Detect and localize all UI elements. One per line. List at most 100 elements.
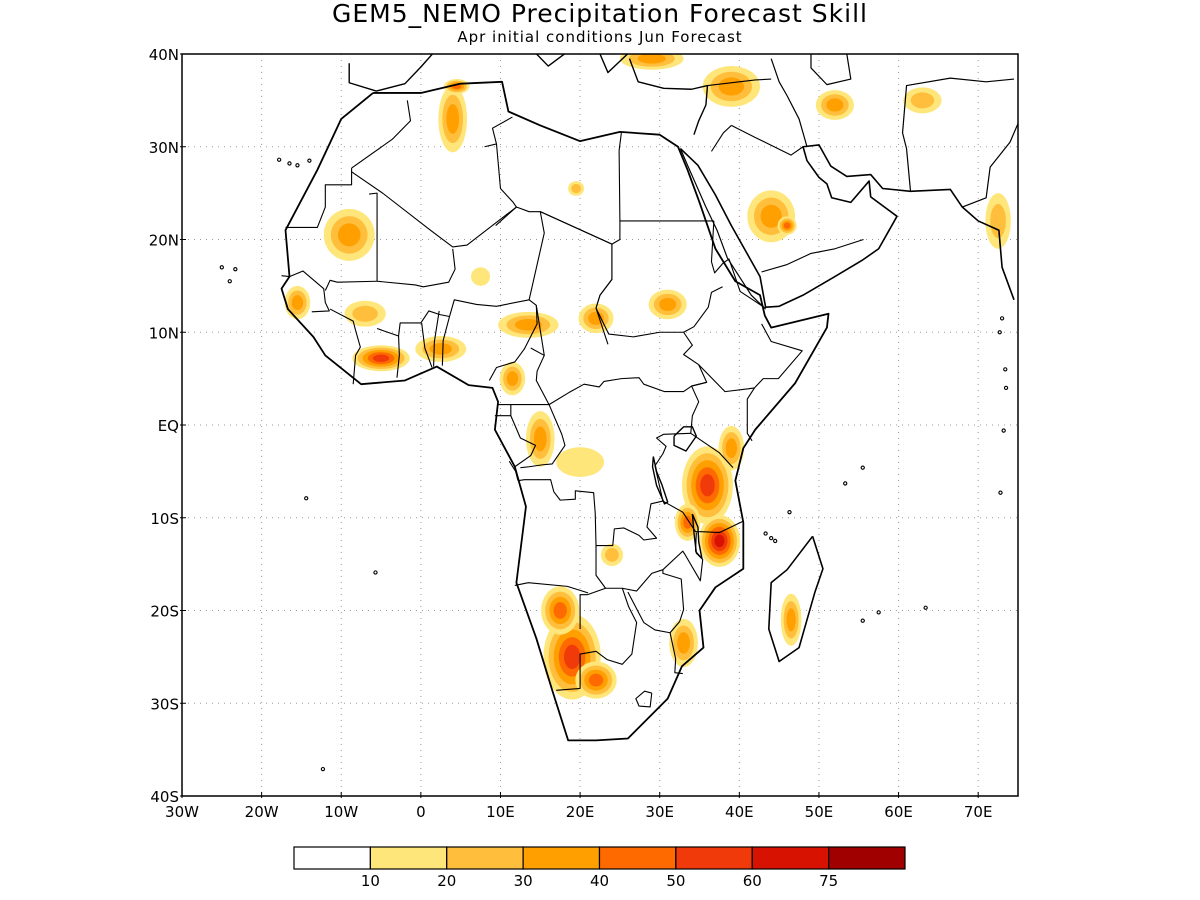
island-outline bbox=[773, 538, 778, 544]
country-border bbox=[508, 460, 519, 481]
island-outline bbox=[1003, 385, 1009, 391]
latitude-tick-label: EQ bbox=[158, 417, 179, 435]
country-border bbox=[281, 270, 330, 313]
skill-region-iran bbox=[826, 98, 844, 112]
colorbar-swatch bbox=[751, 846, 830, 870]
levant-coastline bbox=[628, 58, 709, 135]
island-outline bbox=[860, 618, 865, 623]
latitude-tick-label: 30N bbox=[149, 139, 179, 157]
country-border bbox=[351, 100, 412, 169]
skill-region-namibia bbox=[563, 644, 581, 670]
colorbar-swatch bbox=[446, 846, 524, 870]
country-border bbox=[517, 479, 597, 546]
country-border bbox=[433, 310, 440, 367]
island-outline bbox=[1001, 428, 1006, 433]
country-border bbox=[683, 286, 723, 333]
country-border bbox=[324, 279, 378, 291]
country-border bbox=[510, 415, 537, 468]
latitude-tick-label: 40S bbox=[150, 788, 179, 806]
lake-tanganyika bbox=[651, 456, 669, 505]
skill-shading bbox=[284, 54, 1011, 700]
skill-region-south-africa-nw bbox=[588, 673, 604, 687]
colorbar-label: 20 bbox=[437, 872, 456, 890]
island-outline bbox=[787, 510, 792, 515]
skill-region-congo-west bbox=[533, 426, 547, 452]
island-outline bbox=[1003, 367, 1008, 372]
latitude-tick-label: 20S bbox=[150, 603, 179, 621]
country-border bbox=[595, 500, 704, 592]
caspian-coastline bbox=[810, 54, 852, 86]
skill-region-libya bbox=[571, 183, 582, 194]
skill-region-niger bbox=[471, 267, 491, 286]
longitude-tick-label: 40E bbox=[725, 803, 754, 821]
colorbar-swatch bbox=[828, 846, 906, 870]
mediterranean-coastline bbox=[348, 54, 629, 92]
map-subtitle: Apr initial conditions Jun Forecast bbox=[457, 28, 743, 46]
country-border bbox=[351, 171, 541, 248]
island-outline bbox=[860, 465, 865, 470]
skill-region-mauritania bbox=[337, 223, 361, 247]
country-border bbox=[698, 323, 803, 393]
country-border bbox=[635, 690, 653, 708]
skill-region-sudan bbox=[659, 297, 677, 312]
skill-region-mozambique-south bbox=[677, 632, 690, 654]
island-outline bbox=[923, 605, 928, 610]
longitude-tick-label: 10E bbox=[486, 803, 515, 821]
latitude-tick-label: 10S bbox=[150, 510, 179, 528]
iraq-border bbox=[731, 124, 804, 156]
colorbar-label: 40 bbox=[590, 872, 609, 890]
skill-region-iran-east bbox=[910, 92, 935, 109]
island-outline bbox=[304, 496, 309, 501]
country-border bbox=[369, 192, 378, 282]
country-border bbox=[540, 131, 623, 245]
country-border bbox=[495, 143, 517, 226]
lake-malawi bbox=[691, 513, 703, 560]
skill-region-kenya-coast bbox=[725, 438, 738, 459]
colorbar-swatch bbox=[293, 846, 371, 870]
map-title: GEM5_NEMO Precipitation Forecast Skill bbox=[332, 0, 868, 28]
africa-coastline bbox=[280, 80, 830, 742]
longitude-tick-label: 30E bbox=[645, 803, 674, 821]
country-border bbox=[329, 308, 361, 385]
coastlines bbox=[219, 54, 1018, 772]
skill-region-algeria bbox=[446, 104, 460, 134]
country-border bbox=[396, 335, 400, 378]
colorbar-label: 60 bbox=[743, 872, 762, 890]
island-outline bbox=[997, 330, 1002, 335]
island-outline bbox=[227, 279, 232, 284]
colorbar-swatch bbox=[598, 846, 677, 870]
country-border bbox=[377, 248, 456, 288]
skill-region-ivory-coast-ghana bbox=[372, 354, 390, 362]
pakistan-india-border bbox=[962, 123, 1018, 208]
lake-victoria bbox=[673, 426, 698, 452]
island-outline bbox=[295, 163, 300, 168]
red-sea-coastline bbox=[679, 148, 767, 310]
country-border bbox=[535, 305, 545, 356]
skill-region-nigeria-east bbox=[514, 319, 542, 331]
island-outline bbox=[876, 610, 881, 615]
island-outline bbox=[999, 316, 1005, 321]
skill-region-malawi bbox=[683, 515, 693, 529]
colorbar-swatch bbox=[369, 846, 448, 870]
longitude-tick-label: 60E bbox=[884, 803, 913, 821]
island-outline bbox=[233, 267, 238, 272]
country-border bbox=[514, 582, 589, 594]
country-border bbox=[627, 569, 685, 634]
island-outline bbox=[287, 161, 292, 166]
island-outline bbox=[320, 766, 326, 772]
longitude-tick-label: 30W bbox=[165, 803, 199, 821]
island-outline bbox=[843, 481, 848, 486]
colorbar-swatch bbox=[522, 846, 601, 870]
yemen-border bbox=[761, 238, 864, 273]
afghanistan-border bbox=[901, 77, 1015, 192]
skill-region-mozambique-north bbox=[714, 534, 725, 548]
country-border bbox=[746, 387, 755, 442]
latitude-labels: 40N 30N 20N 10N EQ 10S 20S 30S 40S bbox=[149, 46, 186, 806]
country-border bbox=[579, 587, 606, 630]
country-border bbox=[484, 116, 513, 148]
latitude-tick-label: 30S bbox=[150, 695, 179, 713]
skill-region-cameroon bbox=[506, 371, 519, 387]
country-border bbox=[285, 168, 353, 228]
madagascar-coastline bbox=[767, 535, 824, 663]
